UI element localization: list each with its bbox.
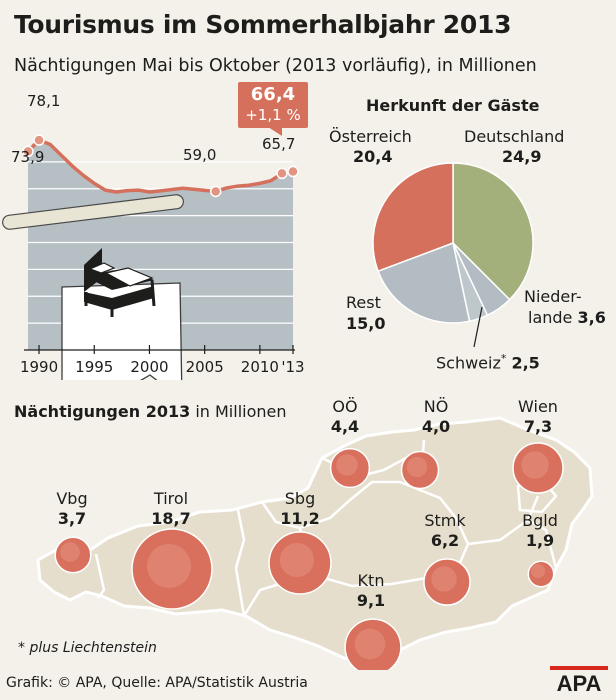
bubble-Sbg <box>268 531 332 595</box>
region-value-ooe: 4,4 <box>330 417 360 436</box>
pie-title: Herkunft der Gäste <box>366 96 540 115</box>
bubble-highlight <box>336 454 358 476</box>
series-line <box>26 138 294 194</box>
bubble-highlight <box>147 544 191 588</box>
pie-value-oesterreich: 20,4 <box>353 147 393 166</box>
bed-illustration <box>2 194 184 380</box>
region-value-vbg: 3,7 <box>57 509 87 528</box>
region-value-stmk: 6,2 <box>430 531 460 550</box>
pie-label-niederlande-1: Nieder- <box>524 287 582 306</box>
map-title-bold: Nächtigungen 2013 <box>14 402 191 421</box>
pie-value-deutschland: 24,9 <box>502 147 542 166</box>
highlight-value: 66,4 <box>250 84 296 105</box>
pie-value-rest: 15,0 <box>346 314 386 333</box>
bubble-Stmk <box>423 558 471 606</box>
region-label-stmk: Stmk <box>424 511 466 530</box>
point-label-1989: 73,9 <box>11 148 45 166</box>
pie-value-niederlande: 3,6 <box>577 308 606 327</box>
chart-subtitle: Nächtigungen Mai bis Oktober (2013 vorlä… <box>14 56 537 76</box>
bubble-highlight <box>406 456 428 478</box>
line-chart: 1990 1995 2000 2005 2010'13 <box>2 134 305 380</box>
chart-title: Tourismus im Sommerhalbjahr 2013 <box>14 10 512 39</box>
pie-label-schweiz-name: Schweiz <box>436 353 501 373</box>
region-label-vbg: Vbg <box>56 489 88 508</box>
point-label-2012: 65,7 <box>262 135 296 153</box>
map-title: Nächtigungen 2013 in Millionen <box>14 402 287 421</box>
bubbles <box>54 442 564 670</box>
bubble-Bgld <box>527 560 555 588</box>
region-label-sbg: Sbg <box>284 489 316 508</box>
x-tick-label: 1990 <box>20 358 58 376</box>
pie-label-rest: Rest <box>346 293 381 312</box>
pie-chart <box>372 162 534 324</box>
bubble-highlight <box>521 451 549 479</box>
data-point-2012 <box>276 167 288 180</box>
pie-label-deutschland: Deutschland <box>464 127 565 146</box>
x-tick-label: 2010 <box>241 358 279 376</box>
x-axis: 1990 1995 2000 2005 2010'13 <box>20 345 305 376</box>
region-label-ktn: Ktn <box>357 571 385 590</box>
bubble-highlight <box>354 628 386 660</box>
pie-label-schweiz-star: * <box>500 352 507 365</box>
bubble-OÖ <box>329 447 371 489</box>
pie-slice-0 <box>452 162 534 301</box>
bubble-highlight <box>60 542 80 562</box>
bubble-highlight <box>530 563 546 579</box>
bubble-Ktn <box>344 618 402 670</box>
line-markers <box>22 134 299 198</box>
region-value-bgld: 1,9 <box>525 531 555 550</box>
footnote: * plus Liechtenstein <box>18 640 157 656</box>
region-value-tirol: 18,7 <box>151 509 191 528</box>
region-label-tirol: Tirol <box>153 489 189 508</box>
region-value-wien: 7,3 <box>523 417 553 436</box>
banner-flag <box>61 282 183 380</box>
point-label-1990: 78,1 <box>27 92 61 110</box>
highlight-pointer <box>268 127 282 136</box>
austria-map <box>36 416 594 670</box>
bubble-highlight <box>431 566 457 592</box>
region-value-ktn: 9,1 <box>356 591 386 610</box>
pie-label-niederlande-2: lande <box>528 308 573 327</box>
bubble-NÖ <box>400 450 440 490</box>
region-label-noe: NÖ <box>423 397 449 416</box>
highlight-label-2013: 66,4 +1,1 % <box>238 82 308 128</box>
bed-icon <box>84 248 156 317</box>
highlight-change: +1,1 % <box>245 106 301 124</box>
region-label-ooe: OÖ <box>332 397 358 416</box>
bubble-Vbg <box>54 536 92 574</box>
region-label-bgld: Bgld <box>522 511 558 530</box>
pie-label-schweiz: Schweiz* 2,5 <box>436 352 540 372</box>
x-tick-label: '13 <box>281 358 304 376</box>
data-point-1990 <box>33 134 45 146</box>
data-point-2013 <box>287 165 299 178</box>
data-point-2006 <box>209 185 222 198</box>
pie-value-schweiz: 2,5 <box>511 353 540 373</box>
point-label-2006: 59,0 <box>183 146 217 164</box>
bubble-Tirol <box>131 528 213 610</box>
pie-label-niederlande: lande 3,6 <box>528 308 606 327</box>
region-value-noe: 4,0 <box>421 417 451 436</box>
region-label-wien: Wien <box>518 397 558 416</box>
source-credit: Grafik: © APA, Quelle: APA/Statistik Aus… <box>6 675 308 691</box>
x-tick-label: 2005 <box>186 358 224 376</box>
data-point-1989 <box>22 145 34 158</box>
svg-text:APA: APA <box>557 671 602 694</box>
banner-pole <box>2 194 184 230</box>
x-tick-label: 2000 <box>130 358 168 376</box>
schweiz-leader-line <box>473 306 483 348</box>
bubble-highlight <box>279 542 315 578</box>
map-title-suffix: in Millionen <box>195 402 287 421</box>
pie-label-oesterreich: Österreich <box>329 127 412 146</box>
pie-slice-4 <box>372 162 454 273</box>
apa-logo: APA <box>550 666 608 694</box>
x-tick-label: 1995 <box>75 358 113 376</box>
bubble-Wien <box>512 442 564 494</box>
region-value-sbg: 11,2 <box>280 509 320 528</box>
